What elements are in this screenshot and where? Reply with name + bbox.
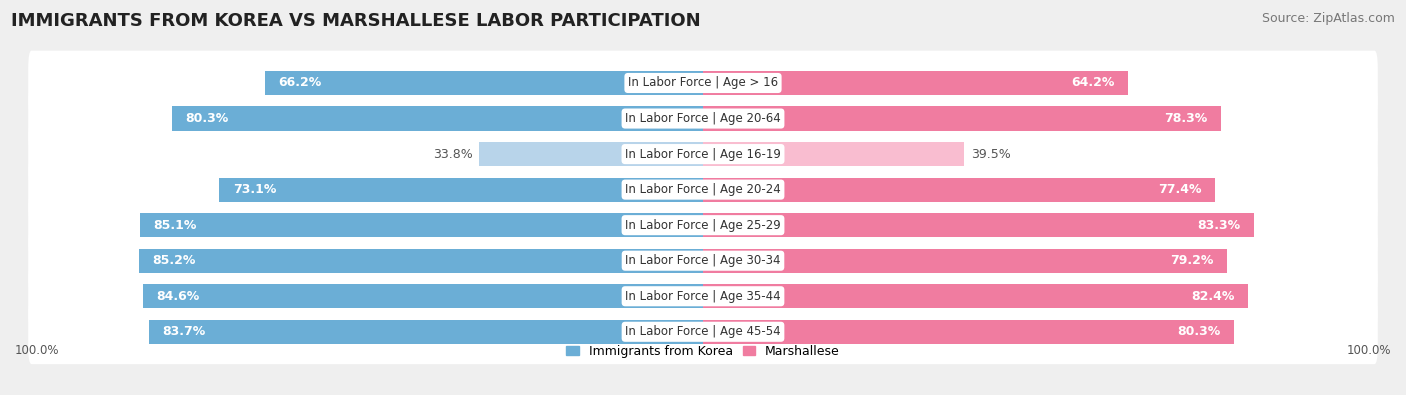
Bar	[479, 142, 703, 166]
Text: 100.0%: 100.0%	[1347, 344, 1391, 357]
Bar	[703, 177, 1215, 202]
Bar	[703, 248, 1227, 273]
Text: 80.3%: 80.3%	[186, 112, 228, 125]
Bar	[141, 213, 703, 237]
Text: IMMIGRANTS FROM KOREA VS MARSHALLESE LABOR PARTICIPATION: IMMIGRANTS FROM KOREA VS MARSHALLESE LAB…	[11, 12, 700, 30]
Text: 79.2%: 79.2%	[1170, 254, 1213, 267]
Text: In Labor Force | Age 20-24: In Labor Force | Age 20-24	[626, 183, 780, 196]
Text: In Labor Force | Age 35-44: In Labor Force | Age 35-44	[626, 290, 780, 303]
Bar	[139, 248, 703, 273]
Text: In Labor Force | Age 20-64: In Labor Force | Age 20-64	[626, 112, 780, 125]
Text: In Labor Force | Age 30-34: In Labor Force | Age 30-34	[626, 254, 780, 267]
Bar	[219, 177, 703, 202]
Bar	[149, 320, 703, 344]
Text: 85.1%: 85.1%	[153, 219, 197, 231]
Text: In Labor Force | Age 25-29: In Labor Force | Age 25-29	[626, 219, 780, 231]
Legend: Immigrants from Korea, Marshallese: Immigrants from Korea, Marshallese	[567, 345, 839, 358]
Text: 33.8%: 33.8%	[433, 148, 472, 161]
Text: 84.6%: 84.6%	[156, 290, 200, 303]
FancyBboxPatch shape	[28, 51, 1378, 115]
Bar	[172, 106, 703, 131]
Bar	[143, 284, 703, 308]
Text: 77.4%: 77.4%	[1159, 183, 1202, 196]
Text: 85.2%: 85.2%	[153, 254, 195, 267]
Text: 66.2%: 66.2%	[278, 77, 322, 90]
Bar	[703, 106, 1220, 131]
FancyBboxPatch shape	[28, 122, 1378, 186]
Text: 73.1%: 73.1%	[232, 183, 276, 196]
FancyBboxPatch shape	[28, 299, 1378, 364]
FancyBboxPatch shape	[28, 157, 1378, 222]
FancyBboxPatch shape	[28, 193, 1378, 258]
Text: 82.4%: 82.4%	[1191, 290, 1234, 303]
FancyBboxPatch shape	[28, 86, 1378, 151]
Text: Source: ZipAtlas.com: Source: ZipAtlas.com	[1261, 12, 1395, 25]
Text: In Labor Force | Age > 16: In Labor Force | Age > 16	[628, 77, 778, 90]
Bar	[703, 142, 965, 166]
Text: 80.3%: 80.3%	[1178, 325, 1220, 338]
Bar	[266, 71, 703, 95]
Text: In Labor Force | Age 16-19: In Labor Force | Age 16-19	[626, 148, 780, 161]
FancyBboxPatch shape	[28, 264, 1378, 329]
Text: 64.2%: 64.2%	[1071, 77, 1115, 90]
Bar	[703, 71, 1128, 95]
Bar	[703, 320, 1234, 344]
Bar	[703, 284, 1249, 308]
Text: In Labor Force | Age 45-54: In Labor Force | Age 45-54	[626, 325, 780, 338]
FancyBboxPatch shape	[28, 228, 1378, 293]
Text: 83.3%: 83.3%	[1198, 219, 1241, 231]
Bar	[703, 213, 1254, 237]
Text: 39.5%: 39.5%	[972, 148, 1011, 161]
Text: 83.7%: 83.7%	[163, 325, 205, 338]
Text: 78.3%: 78.3%	[1164, 112, 1208, 125]
Text: 100.0%: 100.0%	[15, 344, 59, 357]
